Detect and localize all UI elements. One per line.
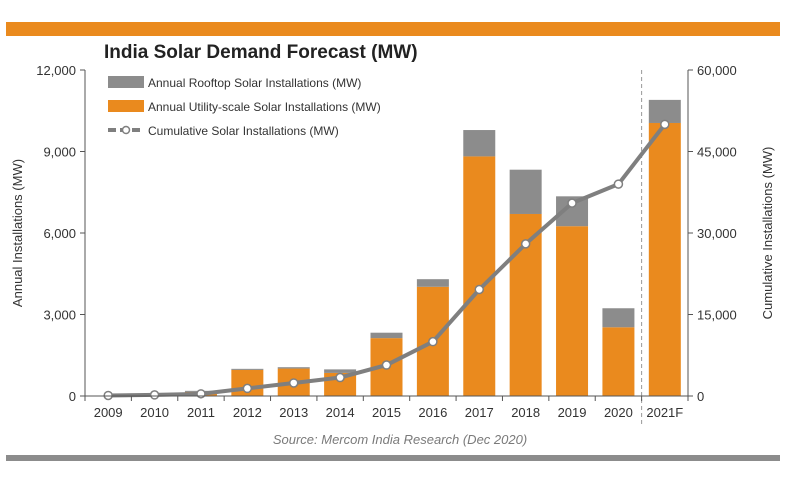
- chart-title: India Solar Demand Forecast (MW): [104, 42, 418, 63]
- right-tick-label: 15,000: [697, 308, 737, 323]
- x-tick-label: 2014: [326, 405, 355, 420]
- bar-rooftop-2020: [602, 308, 635, 328]
- bar-rooftop-2018: [509, 169, 542, 214]
- cumulative-point-2021F: [660, 119, 670, 130]
- x-tick-label: 2010: [140, 405, 169, 420]
- right-axis-title: Cumulative Installations (MW): [760, 147, 775, 320]
- x-tick-label: 2013: [279, 405, 308, 420]
- x-tick-label: 2012: [233, 405, 262, 420]
- left-tick-label: 0: [69, 389, 76, 404]
- cumulative-point-2010: [149, 390, 160, 400]
- right-tick-label: 60,000: [697, 63, 737, 78]
- x-tick-label: 2019: [558, 405, 587, 420]
- cumulative-point-2014: [335, 372, 345, 383]
- cumulative-point-2012: [242, 383, 253, 394]
- left-tick-label: 12,000: [36, 63, 76, 78]
- x-tick-label: 2016: [418, 405, 447, 420]
- left-tick-label: 9,000: [43, 145, 76, 160]
- x-tick-label: 2011: [187, 405, 215, 420]
- legend-label-cumulative: Cumulative Solar Installations (MW): [148, 124, 339, 138]
- right-tick-label: 45,000: [697, 145, 737, 160]
- bar-rooftop-2014: [324, 369, 357, 373]
- x-tick-label: 2009: [94, 405, 123, 420]
- bar-rooftop-2012: [231, 368, 264, 370]
- bar-utility-2021F: [648, 122, 681, 396]
- left-tick-label: 6,000: [43, 226, 76, 241]
- source-note: Source: Mercom India Research (Dec 2020): [272, 432, 528, 447]
- x-tick-label: 2015: [372, 405, 401, 420]
- left-axis-title: Annual Installations (MW): [10, 159, 25, 307]
- cumulative-point-2016: [428, 336, 438, 347]
- bar-rooftop-2016: [416, 279, 449, 287]
- bar-utility-2020: [602, 327, 635, 396]
- x-tick-label: 2021F: [646, 405, 683, 420]
- left-tick-label: 3,000: [43, 308, 76, 323]
- legend-label-utility: Annual Utility-scale Solar Installations…: [148, 100, 381, 114]
- cumulative-point-2017: [474, 284, 485, 295]
- cumulative-point-2015: [381, 360, 392, 370]
- bar-rooftop-2015: [370, 332, 403, 339]
- cumulative-point-2013: [288, 378, 299, 388]
- x-tick-label: 2020: [604, 405, 633, 420]
- right-tick-label: 30,000: [697, 226, 737, 241]
- cumulative-point-2018: [520, 239, 531, 249]
- cumulative-point-2009: [103, 390, 113, 401]
- bar-utility-2019: [556, 226, 589, 396]
- top-accent-bar: [6, 22, 780, 36]
- right-tick-label: 0: [697, 389, 704, 404]
- bar-rooftop-2021F: [648, 99, 681, 123]
- bar-rooftop-2017: [463, 130, 496, 157]
- legend-marker-cumulative: [121, 125, 131, 135]
- legend-swatch-rooftop: [108, 76, 144, 88]
- bottom-accent-bar: [6, 455, 780, 461]
- cumulative-point-2019: [567, 198, 577, 208]
- x-tick-label: 2017: [465, 405, 494, 420]
- x-tick-label: 2018: [511, 405, 540, 420]
- legend-label-rooftop: Annual Rooftop Solar Installations (MW): [148, 76, 361, 90]
- cumulative-point-2011: [196, 389, 206, 399]
- bar-rooftop-2013: [277, 367, 310, 369]
- cumulative-point-2020: [613, 179, 624, 189]
- legend-swatch-utility: [108, 100, 144, 112]
- bar-utility-2017: [463, 156, 496, 396]
